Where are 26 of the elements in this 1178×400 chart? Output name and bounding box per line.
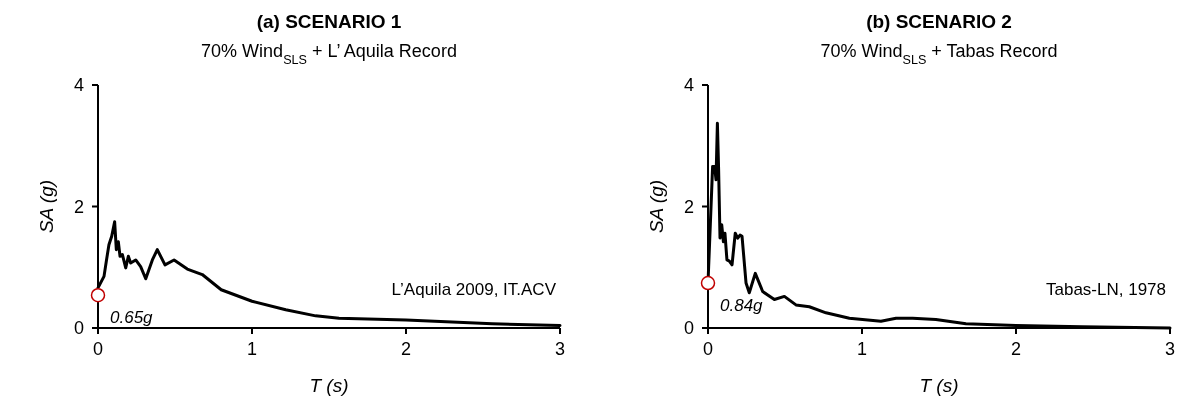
x-tick-label: 2 [400,339,412,359]
y-tick-label: 4 [73,75,84,95]
annotation: 0.84g [720,296,764,316]
x-tick-label: 0 [702,339,714,359]
y-tick-label: 4 [683,75,694,95]
y-tick-label: 2 [683,196,694,217]
chart-subtitle: 70% Wind$_{SLS}$ + Tabas Record [820,41,1058,67]
y-axis-title: SA (g) [36,179,57,234]
x-axis-title: T (s) [919,375,959,396]
annotation: L’Aquila 2009, IT.ACV [391,280,557,299]
x-tick-label: 2 [1010,339,1022,359]
x-tick-label: 1 [246,339,258,359]
annotation: Tabas-LN, 1978 [1045,280,1166,299]
x-axis-title: T (s) [309,375,349,396]
annotation: 0.65g [110,308,154,328]
chart-title: (b) SCENARIO 2 [866,11,1012,32]
chart-subtitle: 70% Wind$_{SLS}$ + L’ Aquila Record [201,41,457,67]
x-tick-label: 3 [1164,339,1176,359]
x-tick-label: 0 [92,339,104,359]
x-tick-label: 1 [856,339,868,359]
y-axis-title: SA (g) [646,179,667,234]
y-tick-label: 0 [683,318,694,338]
y-tick-label: 0 [73,318,84,338]
x-tick-label: 3 [554,339,566,359]
chart-title: (a) SCENARIO 1 [256,11,402,32]
y-tick-label: 2 [73,196,84,217]
